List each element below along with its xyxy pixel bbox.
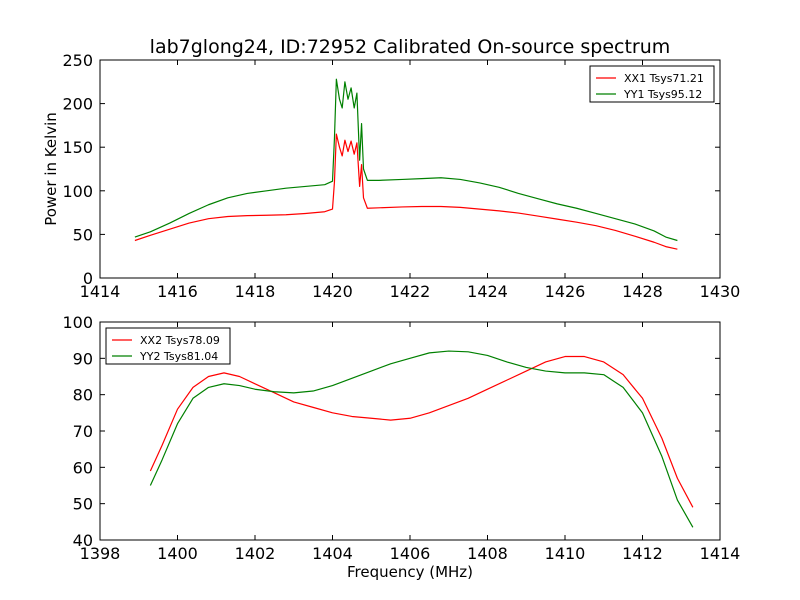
- plot-2-legend-box: [105, 327, 231, 365]
- plot-1-ytick-label: 0: [83, 269, 93, 288]
- plot-1-ylabel: Power in Kelvin: [42, 112, 60, 226]
- plot-2-ytick-label: 70: [73, 422, 93, 441]
- plot-1-legend: XX1 Tsys71.21 YY1 Tsys95.12: [589, 65, 715, 103]
- plot-2-xtick-label: 1406: [390, 544, 431, 563]
- plot-2-ytick-label: 100: [62, 313, 93, 332]
- plot-2-xtick-label: 1414: [700, 544, 741, 563]
- plot-2-ytick-label: 60: [73, 458, 93, 477]
- plot-2-xtick-label: 1398: [80, 544, 121, 563]
- plot-1-ytick-label: 200: [62, 95, 93, 114]
- plot-2: 1398 1400 1402 1404 1406 1408 1410 1412 1414 40 50…: [62, 313, 740, 581]
- plot-1-xtick-label: 1426: [545, 282, 586, 301]
- plot-1-ytick-label: 150: [62, 138, 93, 157]
- plot-1-xtick-label: 1414: [80, 282, 121, 301]
- plot-2-xtick-label: 1412: [622, 544, 663, 563]
- plot-2-xlabel: Frequency (MHz): [347, 563, 473, 581]
- plot-1-ytick-label: 250: [62, 51, 93, 70]
- plot-1-ytick-label: 50: [73, 225, 93, 244]
- plot-1-series-1-line: [134, 133, 678, 250]
- plot-2-series-1-line: [149, 355, 694, 508]
- plot-2-legend: XX2 Tsys78.09 YY2 Tsys81.04: [105, 327, 231, 365]
- plot-1-series-2-line: [134, 78, 678, 242]
- plot-2-xtick-label: 1410: [545, 544, 586, 563]
- plot-2-ytick-label: 50: [73, 495, 93, 514]
- plot-1-legend-label-1: XX1 Tsys71.21: [624, 72, 704, 85]
- plot-1: 1414 1416 1418 1420 1422 1424 1426 1428 1430 0 50 1…: [42, 51, 740, 301]
- plot-2-ytick-label: 80: [73, 386, 93, 405]
- plot-2-xtick-label: 1402: [235, 544, 276, 563]
- plot-1-ytick-label: 100: [62, 182, 93, 201]
- plot-1-legend-label-2: YY1 Tsys95.12: [623, 88, 702, 101]
- plot-2-ytick-label: 40: [73, 531, 93, 550]
- plot-2-xtick-label: 1408: [467, 544, 508, 563]
- plot-2-xtick-label: 1404: [312, 544, 353, 563]
- plots: 1414 1416 1418 1420 1422 1424 1426 1428 14300501…: [42, 51, 740, 581]
- plot-1-xtick-label: 1424: [467, 282, 508, 301]
- plot-2-ytick-label: 90: [73, 349, 93, 368]
- plot-1-xtick-label: 1422: [390, 282, 431, 301]
- plot-1-xtick-label: 1420: [312, 282, 353, 301]
- plot-1-legend-box: [589, 65, 715, 103]
- plot-2-xtick-label: 1400: [157, 544, 198, 563]
- plot-1-xtick-label: 1428: [622, 282, 663, 301]
- plot-2-legend-label-2: YY2 Tsys81.04: [139, 350, 218, 363]
- plot-2-series-2-line: [149, 350, 694, 528]
- plot-2-legend-label-1: XX2 Tsys78.09: [140, 334, 220, 347]
- plot-1-xtick-label: 1416: [157, 282, 198, 301]
- plot-1-xtick-label: 1430: [700, 282, 741, 301]
- plot-1-xtick-label: 1418: [235, 282, 276, 301]
- chart-title: lab7glong24, ID:72952 Calibrated On-sour…: [150, 36, 671, 58]
